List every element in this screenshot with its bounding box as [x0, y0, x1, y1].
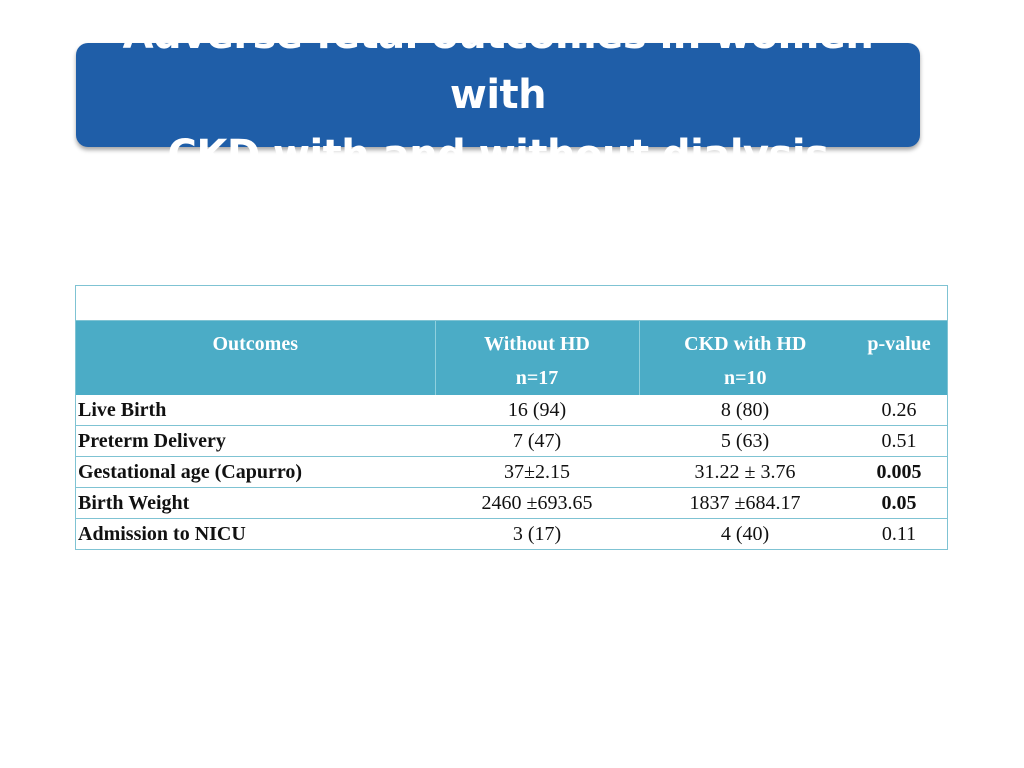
table-header-row: Outcomes Without HD n=17 CKD with HD n=1… [76, 320, 947, 395]
table-row: Admission to NICU 3 (17) 4 (40) 0.11 [76, 518, 947, 549]
row-label: Gestational age (Capurro) [76, 456, 435, 488]
row-label: Live Birth [78, 399, 167, 421]
cell-ckd-hd: 4 (40) [639, 518, 851, 549]
header-ckd-hd-n: n=10 [723, 367, 767, 389]
header-p-value: p-value [851, 320, 947, 395]
table-row: Birth Weight 2460 ±693.65 1837 ±684.17 0.05 [76, 487, 947, 519]
header-outcomes: Outcomes [76, 320, 436, 395]
cell-p-value: 0.26 [881, 399, 917, 421]
cell-without-hd: 3 (17) [435, 518, 639, 549]
cell-without-hd: 2460 ±693.65 [435, 487, 639, 519]
row-label: Preterm Delivery [76, 425, 435, 457]
cell-p-value: 0.005 [851, 456, 947, 488]
outcomes-table: Outcomes Without HD n=17 CKD with HD n=1… [75, 285, 948, 550]
header-ckd-hd: CKD with HD n=10 [639, 320, 851, 395]
cell-without-hd: 37±2.15 [435, 456, 639, 488]
cell-p-value: 0.11 [851, 518, 947, 549]
table-body: Live Birth 16 (94) 8 (80) 0.26 Preterm Deliv… [76, 395, 947, 549]
cell-ckd-hd: 8 (80) [720, 399, 770, 421]
cell-without-hd: 16 (94) [507, 399, 567, 421]
cell-ckd-hd: 31.22 ± 3.76 [639, 456, 851, 488]
table-row: Live Birth 16 (94) 8 (80) 0.26 [76, 395, 947, 426]
title-box: Adverse fetal outcomes in women with CKD… [76, 12, 920, 178]
table-blank-row [76, 286, 947, 321]
slide-title: Adverse fetal outcomes in women with CKD… [76, 5, 920, 185]
title-line-1: Adverse fetal outcomes in women with [122, 12, 874, 118]
header-without-hd: Without HD n=17 [435, 320, 640, 395]
table-row: Preterm Delivery 7 (47) 5 (63) 0.51 [76, 425, 947, 457]
table-row: Gestational age (Capurro) 37±2.15 31.22 ± … [76, 456, 947, 488]
header-ckd-hd-label: CKD with HD [684, 333, 807, 355]
header-without-hd-label: Without HD [484, 333, 590, 355]
row-label: Birth Weight [76, 487, 435, 519]
cell-ckd-hd: 5 (63) [639, 425, 851, 457]
cell-p-value: 0.51 [851, 425, 947, 457]
cell-without-hd: 7 (47) [435, 425, 639, 457]
header-without-hd-n: n=17 [515, 367, 559, 389]
cell-ckd-hd: 1837 ±684.17 [639, 487, 851, 519]
row-label: Admission to NICU [76, 518, 435, 549]
cell-p-value: 0.05 [851, 487, 947, 519]
title-line-2: CKD with and without dialysis [167, 132, 829, 178]
